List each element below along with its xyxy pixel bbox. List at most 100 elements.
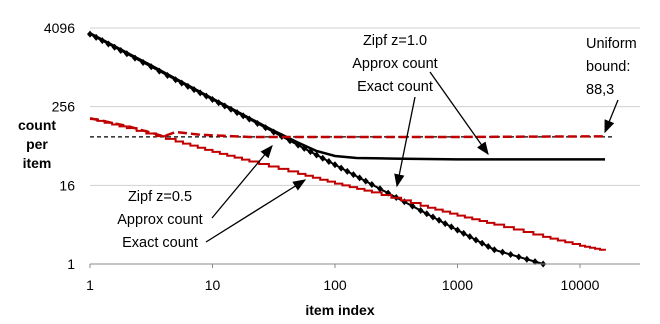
data-point-marker [325, 158, 332, 166]
series-1 [87, 30, 547, 268]
data-point-marker [356, 174, 363, 182]
svg-text:Exact count: Exact count [357, 79, 433, 95]
data-point-marker [442, 220, 449, 228]
data-point-marker [178, 79, 185, 87]
arrow-uniform [604, 99, 619, 134]
data-point-marker [313, 151, 320, 159]
data-point-marker [362, 177, 369, 185]
series-3 [90, 118, 607, 251]
data-point-marker [240, 112, 247, 120]
data-point-marker [209, 95, 216, 103]
annotation-zipf-0-5: Zipf z=0.5 Approx count Exact count [117, 189, 202, 251]
data-point-marker [197, 89, 204, 97]
svg-text:Approx count: Approx count [352, 56, 437, 72]
data-point-marker [227, 105, 234, 113]
data-point-marker [507, 251, 514, 259]
data-point-marker [460, 229, 467, 237]
annotation-uniform-bound: Uniform bound: 88,3 [586, 36, 637, 98]
data-point-marker [172, 76, 179, 84]
svg-text:per: per [26, 136, 48, 152]
data-point-marker [485, 243, 492, 251]
data-point-marker [350, 171, 357, 179]
y-tick-label: 16 [59, 177, 75, 193]
data-point-marker [191, 86, 198, 94]
data-point-marker [409, 202, 416, 210]
data-point-marker [301, 144, 308, 152]
data-point-marker [466, 233, 473, 241]
series-line [89, 117, 606, 139]
svg-text:count: count [18, 117, 56, 133]
series-0 [89, 32, 606, 161]
data-point-marker [215, 99, 222, 107]
data-point-marker [332, 161, 338, 169]
svg-text:Exact count: Exact count [122, 235, 198, 251]
x-tick-label: 1000 [442, 277, 473, 293]
data-point-marker [140, 58, 147, 66]
svg-text:item: item [23, 155, 52, 171]
data-point-marker [123, 50, 130, 58]
data-point-marker [262, 124, 269, 132]
svg-text:Uniform: Uniform [586, 36, 637, 52]
x-tick-label: 10 [205, 277, 221, 293]
grid-lines [90, 27, 640, 186]
tick-labels: 1 16 256 4096 1 10 100 1000 10000 [44, 20, 600, 293]
data-point-marker [523, 255, 530, 263]
data-point-marker [254, 119, 261, 127]
svg-text:Zipf z=1.0: Zipf z=1.0 [363, 33, 427, 49]
data-point-marker [515, 253, 522, 261]
data-point-marker [156, 67, 163, 75]
data-point-marker [307, 148, 314, 156]
data-point-marker [270, 128, 277, 136]
data-point-marker [221, 102, 228, 110]
data-point-marker [246, 115, 253, 123]
data-point-marker [148, 63, 155, 71]
data-point-marker [429, 213, 436, 221]
data-point-marker [436, 216, 443, 224]
data-point-marker [479, 239, 486, 247]
data-point-marker [344, 167, 351, 175]
arrow-exact-z05 [205, 179, 307, 243]
data-point-marker [338, 164, 345, 172]
data-point-marker [164, 71, 171, 79]
series-line [90, 118, 607, 251]
data-point-marker [132, 54, 139, 62]
data-point-marker [531, 258, 538, 266]
data-point-marker [105, 40, 112, 48]
svg-text:Zipf z=0.5: Zipf z=0.5 [128, 189, 192, 205]
arrow-approx-z1 [429, 71, 489, 156]
y-tick-label: 4096 [44, 20, 75, 36]
data-point-marker [499, 248, 506, 256]
x-tick-label: 1 [86, 277, 94, 293]
arrow-exact-z1 [394, 96, 416, 188]
data-point-marker [319, 154, 326, 162]
data-point-marker [203, 92, 210, 100]
data-point-marker [401, 198, 408, 206]
series-group [87, 30, 607, 268]
arrow-approx-z05 [211, 145, 273, 219]
series-2 [89, 117, 606, 139]
svg-text:Approx count: Approx count [117, 212, 202, 228]
annotation-arrows [205, 71, 619, 243]
data-point-marker [234, 109, 241, 117]
data-point-marker [184, 82, 191, 90]
x-axis-title: item index [305, 302, 374, 318]
data-point-marker [368, 180, 375, 188]
y-axis-title: count per item [18, 117, 56, 171]
data-point-marker [295, 141, 302, 149]
data-point-marker [472, 236, 479, 244]
x-tick-label: 100 [323, 277, 347, 293]
x-tick-label: 10000 [561, 277, 600, 293]
data-point-marker [423, 210, 430, 218]
annotation-zipf-1: Zipf z=1.0 Approx count Exact count [352, 33, 437, 95]
data-point-marker [117, 47, 124, 55]
svg-text:88,3: 88,3 [586, 82, 614, 98]
data-point-marker [93, 33, 100, 41]
y-tick-label: 256 [52, 99, 76, 115]
data-point-marker [286, 137, 293, 145]
data-point-marker [454, 226, 461, 234]
data-point-marker [111, 43, 118, 51]
series-line [89, 32, 606, 161]
data-point-marker [417, 206, 424, 214]
data-point-marker [377, 185, 384, 193]
